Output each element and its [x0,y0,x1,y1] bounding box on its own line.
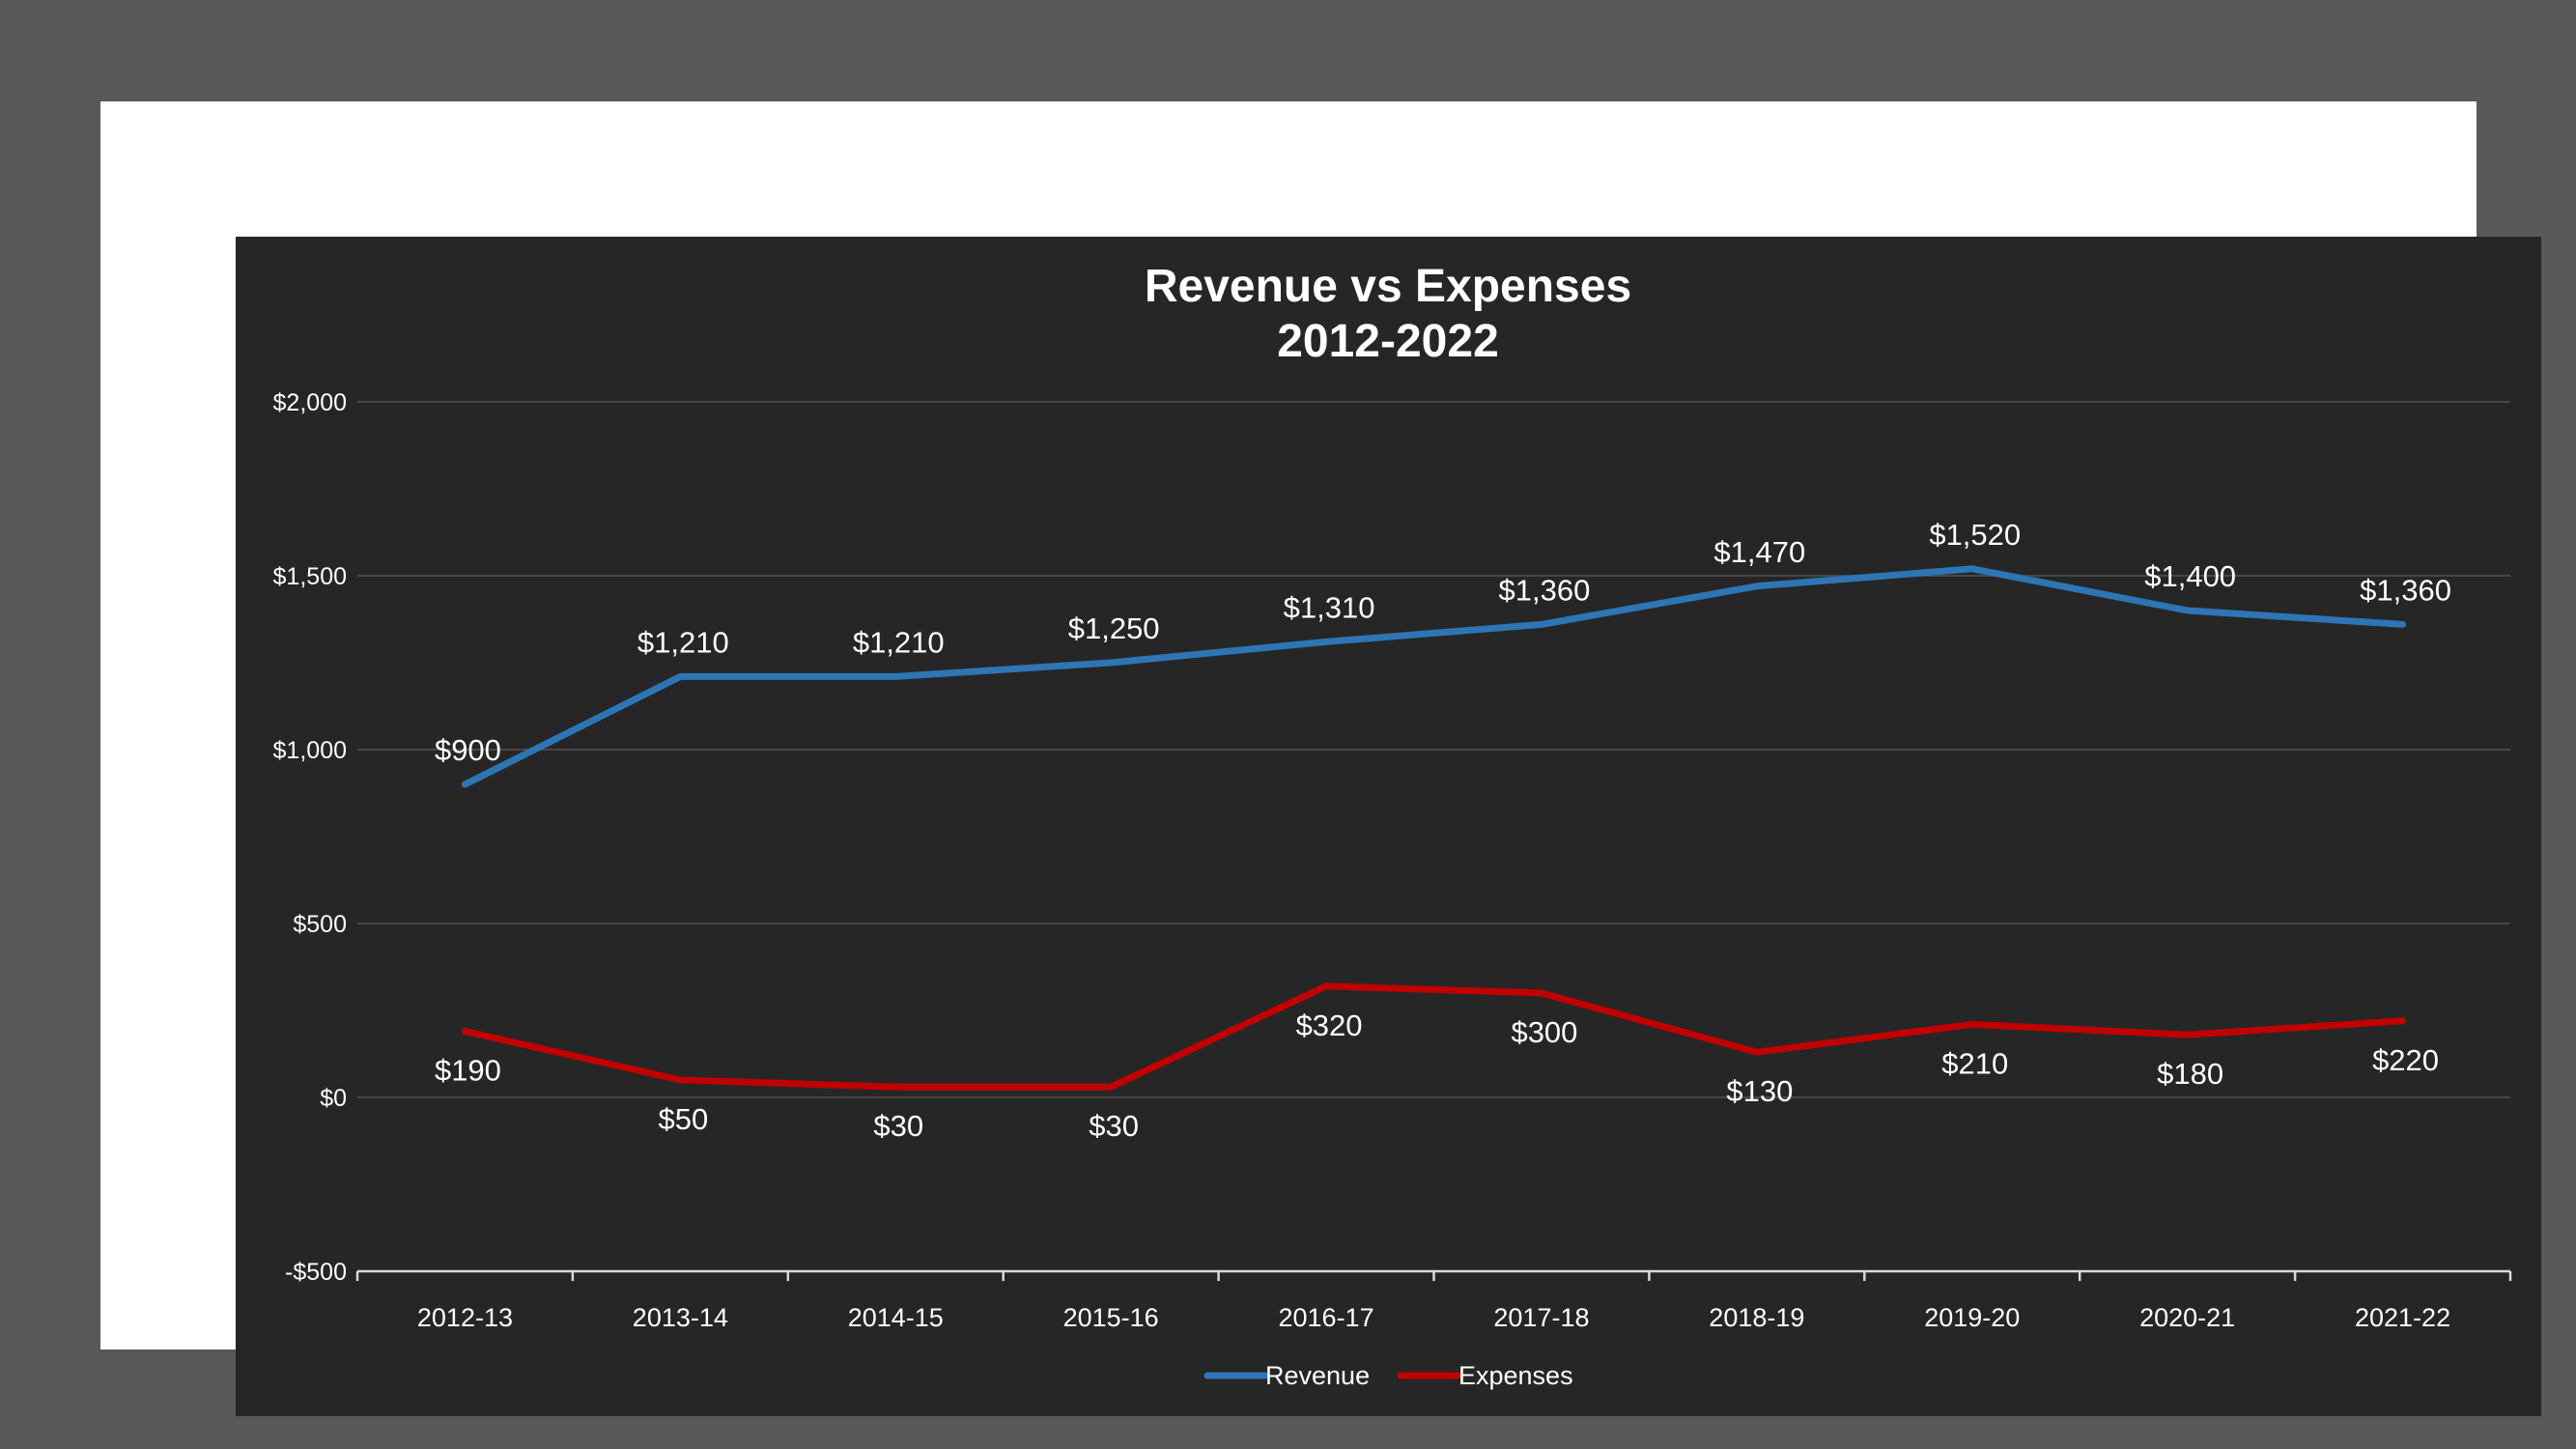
chart-frame: Revenue vs Expenses 2012-2022 $2,000 $1,5… [100,101,2541,1416]
y-tick-label: $500 [293,911,347,938]
data-label-revenue: $1,400 [2144,559,2236,593]
x-tick-label: 2016-17 [1279,1303,1374,1332]
data-label-revenue: $900 [435,733,501,767]
x-tick-label: 2012-13 [417,1303,513,1332]
x-tick-label: 2020-21 [2139,1303,2235,1332]
data-label-revenue: $1,250 [1068,611,1160,645]
x-tick-label: 2017-18 [1493,1303,1589,1332]
x-tick-label: 2013-14 [633,1303,728,1332]
series-line-revenue [461,565,2407,788]
chart-title: Revenue vs Expenses [1145,261,1631,312]
data-label-expenses: $50 [658,1102,708,1136]
legend-label-revenue: Revenue [1265,1361,1370,1390]
data-label-revenue: $1,210 [853,625,945,659]
data-label-expenses: $130 [1726,1074,1793,1108]
y-axis: $2,000 $1,500 $1,000 $500 $0 -$500 [273,389,347,1286]
x-tick-label: 2015-16 [1063,1303,1159,1332]
data-label-revenue: $1,310 [1284,590,1375,624]
data-label-expenses: $300 [1511,1015,1577,1049]
data-label-expenses: $190 [435,1054,501,1088]
gridlines [357,401,2510,1098]
data-label-expenses: $210 [1941,1046,2008,1080]
y-tick-label: $1,500 [273,563,347,590]
data-label-expenses: $220 [2372,1043,2439,1077]
data-labels: $900 $1,210 $1,210 $1,250 $1,310 $1,360 $1,470… [435,518,2451,1143]
data-label-expenses: $180 [2157,1057,2223,1091]
x-tick-label: 2019-20 [1924,1303,2020,1332]
data-label-revenue: $1,210 [637,625,729,659]
x-tick-label: 2021-22 [2355,1303,2450,1332]
chart-area: Revenue vs Expenses 2012-2022 $2,000 $1,5… [236,237,2541,1416]
data-label-revenue: $1,470 [1713,535,1805,569]
y-tick-label: $1,000 [273,737,347,764]
data-label-revenue: $1,360 [1499,573,1591,607]
x-axis: 2012-13 2013-14 2014-15 2015-16 2016-17 2017-… [355,1269,2512,1332]
y-tick-label: $0 [320,1085,347,1112]
data-label-expenses: $30 [1089,1109,1139,1143]
legend: Revenue Expenses [1203,1361,1573,1390]
data-label-expenses: $320 [1296,1009,1363,1042]
y-tick-label: $2,000 [273,389,347,416]
series-line-expenses [461,982,2407,1091]
x-tick-label: 2014-15 [848,1303,944,1332]
line-chart: Revenue vs Expenses 2012-2022 $2,000 $1,5… [273,261,2512,1390]
data-label-revenue: $1,520 [1929,518,2021,552]
y-tick-label: -$500 [285,1259,347,1286]
series-lines [461,565,2407,1091]
chart-subtitle: 2012-2022 [1277,316,1499,367]
x-tick-label: 2018-19 [1709,1303,1804,1332]
data-label-expenses: $30 [873,1109,923,1143]
data-label-revenue: $1,360 [2360,573,2451,607]
legend-label-expenses: Expenses [1458,1361,1573,1390]
